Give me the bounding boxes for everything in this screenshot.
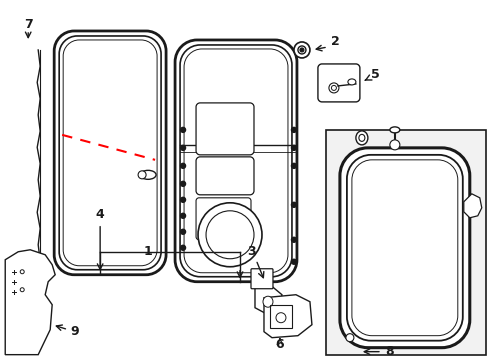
Circle shape [20, 288, 24, 292]
PathPatch shape [339, 148, 469, 348]
PathPatch shape [196, 198, 250, 240]
Polygon shape [264, 295, 311, 338]
PathPatch shape [317, 64, 359, 102]
Text: 6: 6 [275, 338, 284, 351]
Circle shape [291, 145, 296, 150]
Circle shape [291, 237, 296, 242]
Text: 5: 5 [370, 68, 379, 81]
Circle shape [180, 181, 185, 186]
Circle shape [389, 140, 399, 150]
Ellipse shape [293, 42, 309, 58]
Circle shape [291, 202, 296, 207]
Circle shape [180, 245, 185, 250]
Ellipse shape [331, 85, 336, 90]
Circle shape [205, 211, 253, 259]
Circle shape [291, 163, 296, 168]
Text: 8: 8 [385, 345, 393, 358]
Ellipse shape [389, 127, 399, 133]
Circle shape [180, 127, 185, 132]
PathPatch shape [54, 31, 166, 275]
Circle shape [180, 197, 185, 202]
Circle shape [138, 171, 146, 179]
PathPatch shape [196, 157, 253, 195]
Circle shape [180, 229, 185, 234]
Ellipse shape [297, 46, 305, 54]
Polygon shape [463, 194, 481, 218]
Circle shape [180, 145, 185, 150]
Ellipse shape [275, 313, 285, 323]
Ellipse shape [263, 296, 272, 307]
Polygon shape [5, 250, 55, 355]
Circle shape [291, 127, 296, 132]
Ellipse shape [328, 83, 338, 93]
Ellipse shape [358, 134, 364, 141]
Ellipse shape [140, 170, 156, 179]
Polygon shape [254, 285, 282, 315]
Text: 2: 2 [330, 36, 339, 49]
PathPatch shape [196, 103, 253, 155]
FancyBboxPatch shape [250, 269, 272, 289]
Text: 7: 7 [24, 18, 33, 31]
Text: 1: 1 [143, 245, 152, 258]
Ellipse shape [355, 131, 367, 145]
Text: 3: 3 [247, 245, 256, 258]
Circle shape [180, 213, 185, 218]
Text: 4: 4 [96, 208, 104, 221]
Circle shape [345, 334, 353, 342]
Circle shape [20, 270, 24, 274]
Text: 9: 9 [71, 325, 80, 338]
Ellipse shape [347, 79, 355, 85]
Circle shape [291, 259, 296, 264]
Ellipse shape [299, 48, 304, 52]
Circle shape [180, 163, 185, 168]
Circle shape [198, 203, 262, 267]
Bar [325, 130, 485, 355]
PathPatch shape [175, 40, 296, 282]
